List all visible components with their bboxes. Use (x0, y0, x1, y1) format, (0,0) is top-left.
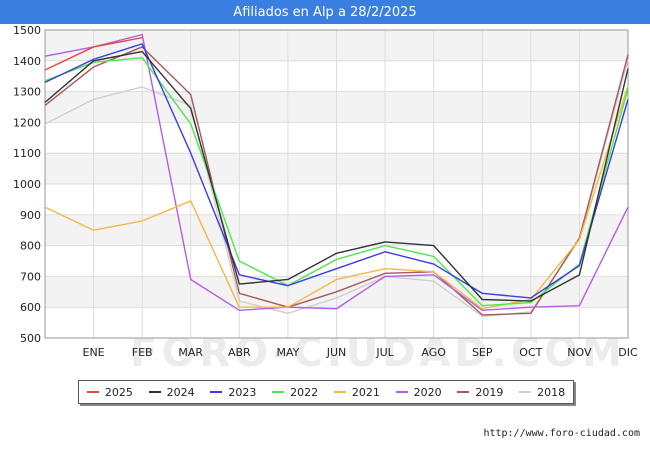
x-tick-label: OCT (519, 346, 542, 359)
source-link[interactable]: http://www.foro-ciudad.com (483, 428, 640, 439)
x-tick-label: DIC (618, 346, 638, 359)
line-chart: 500 600 700 800 900 1000 1100 1200 1300 1400 1500 E… (13, 24, 638, 359)
legend-item-2023: 2023 (210, 386, 256, 399)
legend-label: 2025 (104, 385, 133, 399)
legend-item-2024: 2024 (148, 385, 195, 399)
legend-swatch (210, 391, 223, 393)
x-tick-label: JUN (326, 346, 347, 359)
legend-swatch (86, 391, 99, 393)
x-tick-label: NOV (567, 346, 592, 359)
x-tick-label: ENE (83, 346, 105, 359)
y-tick-label: 500 (20, 332, 41, 345)
x-tick-label: MAR (178, 346, 203, 359)
y-tick-label: 900 (20, 209, 41, 222)
legend-swatch (333, 391, 346, 393)
legend-item-2019: 2019 (457, 386, 503, 399)
series-line-2020 (44, 33, 629, 311)
legend-label: 2021 (351, 385, 380, 399)
y-tick-label: 1300 (13, 86, 41, 99)
x-tick-label: SEP (472, 346, 493, 359)
series-line-2025 (44, 37, 143, 71)
legend-label: 2018 (537, 385, 566, 399)
y-tick-label: 600 (20, 301, 41, 314)
y-tick-label: 1000 (13, 178, 41, 191)
legend-label: 2024 (166, 385, 195, 399)
y-tick-label: 700 (20, 270, 41, 283)
y-tick-label: 800 (20, 240, 41, 253)
y-tick-label: 1500 (13, 24, 41, 37)
chart-title: Afiliados en Alp a 28/2/2025 (0, 0, 650, 24)
x-tick-label: ABR (228, 346, 251, 359)
y-tick-label: 1100 (13, 147, 41, 160)
legend-item-2020: 2020 (395, 385, 442, 399)
legend-swatch (457, 391, 470, 393)
x-tick-label: MAY (276, 346, 299, 359)
legend-item-2022: 2022 (272, 386, 318, 399)
legend-label: 2019 (475, 385, 504, 399)
legend-label: 2020 (413, 385, 442, 399)
series-line-2023 (44, 43, 629, 299)
series-line-2024 (44, 50, 629, 302)
legend-swatch (395, 391, 408, 393)
series-line-2018 (44, 59, 629, 318)
legend-swatch (519, 391, 532, 393)
legend-label: 2023 (228, 385, 257, 399)
legend-swatch (148, 391, 161, 393)
legend-swatch (272, 391, 285, 393)
legend-item-2018: 2018 (519, 386, 565, 399)
series-line-2021 (44, 85, 629, 310)
y-tick-label: 1400 (13, 55, 41, 68)
x-tick-label: JUL (375, 346, 394, 359)
plot-frame (44, 29, 629, 339)
legend-label: 2022 (290, 385, 319, 399)
series-line-2019 (44, 46, 629, 316)
x-tick-label: AGO (421, 346, 446, 359)
chart-legend: 2025 2024 2023 2022 2021 2020 2019 2018 (78, 380, 574, 404)
series-line-2022 (44, 57, 629, 307)
legend-item-2025: 2025 (86, 385, 133, 399)
legend-item-2021: 2021 (333, 385, 380, 399)
x-tick-label: FEB (132, 346, 153, 359)
y-tick-label: 1200 (13, 116, 41, 129)
